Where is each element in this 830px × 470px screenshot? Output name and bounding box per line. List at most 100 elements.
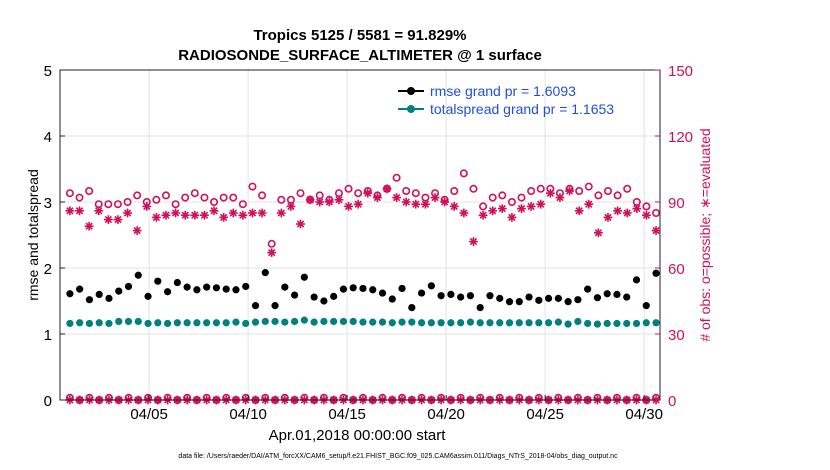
- rmse-point: [124, 282, 133, 291]
- obs possible-point: [152, 195, 161, 204]
- rmse-point: [486, 292, 494, 300]
- totalspread-point: [320, 317, 328, 326]
- x-tick-label: 04/10: [229, 406, 267, 423]
- rmse-point: [76, 285, 84, 293]
- obs possible-point: [536, 184, 545, 193]
- rmse-point: [457, 293, 465, 301]
- totalspread-point: [115, 317, 123, 326]
- totalspread-point: [163, 319, 172, 328]
- totalspread-point: [251, 318, 260, 326]
- obs evaluated-point: [248, 208, 257, 218]
- x-tick-label: 04/25: [526, 406, 564, 423]
- obs evaluated-point: [555, 193, 565, 202]
- left-tick-label: 0: [44, 393, 52, 410]
- totalspread-point: [437, 319, 445, 327]
- obs possible-point: [200, 193, 209, 202]
- obs evaluated-point: [324, 197, 334, 207]
- obs evaluated-point: [219, 213, 229, 222]
- rmse-point: [242, 282, 250, 291]
- left-tick-label: 2: [44, 261, 52, 278]
- rmse-point: [632, 276, 641, 284]
- obs evaluated-point: [171, 208, 180, 218]
- left-tick-label: 5: [44, 63, 52, 80]
- obs evaluated-point: [209, 206, 219, 216]
- totalspread-point: [554, 318, 562, 326]
- obs possible-point: [104, 200, 113, 209]
- totalspread-point: [515, 319, 523, 327]
- rmse-point: [222, 285, 230, 293]
- obs evaluated-point: [382, 184, 392, 194]
- rmse-point: [476, 304, 484, 312]
- rmse-point: [574, 296, 582, 304]
- obs evaluated-point: [488, 206, 498, 216]
- left-axis-ticks: 0 1 2 3 4 5: [44, 63, 65, 410]
- obs possible-point: [603, 187, 612, 196]
- obs evaluated-point: [151, 213, 161, 222]
- obs evaluated-point: [161, 210, 171, 220]
- obs evaluated-point: [334, 195, 344, 205]
- rmse-point: [603, 290, 611, 298]
- obs evaluated-point: [565, 186, 574, 196]
- obs evaluated-point: [459, 208, 469, 218]
- series-layer: [65, 169, 661, 405]
- obs possible-point: [65, 189, 74, 198]
- obs possible-point: [450, 187, 459, 196]
- rmse-point: [349, 284, 357, 292]
- rmse-point: [593, 294, 602, 302]
- obs possible-point: [479, 202, 488, 211]
- rmse-point: [85, 296, 94, 304]
- obs possible-point: [85, 187, 94, 196]
- obs evaluated-point: [200, 210, 209, 220]
- rmse-point: [369, 286, 377, 294]
- rmse-point: [359, 284, 367, 293]
- rmse-point: [281, 283, 289, 291]
- rmse-point: [173, 278, 181, 287]
- rmse-point: [115, 287, 123, 295]
- obs evaluated-point: [103, 215, 113, 224]
- obs possible-point: [267, 239, 276, 248]
- obs evaluated-point: [603, 213, 613, 222]
- obs evaluated-point: [651, 226, 661, 235]
- rmse-point: [134, 271, 142, 279]
- legend-spread-label: totalspread grand pr = 1.1653: [430, 101, 614, 117]
- obs possible-point: [507, 198, 516, 207]
- rmse-point: [339, 285, 348, 293]
- obs possible-point: [584, 182, 593, 191]
- rmse-point: [525, 293, 533, 301]
- rmse-point: [251, 302, 260, 310]
- rmse-point: [271, 302, 279, 310]
- rmse-point: [261, 269, 269, 277]
- obs possible-point: [623, 184, 632, 193]
- rmse-point: [427, 282, 435, 290]
- obs evaluated-point: [228, 208, 238, 218]
- totalspread-point: [330, 317, 338, 326]
- rmse-point: [584, 285, 592, 293]
- totalspread-point: [574, 317, 582, 326]
- obs evaluated-point: [123, 208, 132, 218]
- totalspread-point: [613, 319, 621, 328]
- totalspread-point: [652, 319, 660, 327]
- obs possible-point: [354, 189, 363, 198]
- obs possible-point: [296, 189, 305, 198]
- obs possible-point: [469, 184, 478, 193]
- obs evaluated-point: [497, 204, 507, 213]
- right-tick-label: 0: [668, 393, 676, 410]
- chart-title-line2: RADIOSONDE_SURFACE_ALTIMETER @ 1 surface: [178, 47, 542, 64]
- obs evaluated-point: [517, 204, 526, 213]
- rmse-point: [154, 277, 162, 285]
- obs evaluated-point: [180, 210, 190, 220]
- series-obs-evaluated: [65, 184, 661, 257]
- totalspread-point: [398, 318, 406, 326]
- obs evaluated-point: [276, 208, 286, 218]
- totalspread-point: [66, 319, 74, 328]
- totalspread-point: [232, 318, 240, 326]
- totalspread-point: [300, 316, 308, 324]
- rmse-point: [623, 293, 631, 301]
- obs possible-point: [171, 200, 180, 209]
- totalspread-point: [603, 319, 611, 328]
- rmse-point: [388, 295, 396, 303]
- obs possible-point: [133, 191, 142, 200]
- totalspread-point: [261, 317, 269, 326]
- totalspread-point: [154, 319, 162, 327]
- legend-spread-marker: [407, 105, 415, 113]
